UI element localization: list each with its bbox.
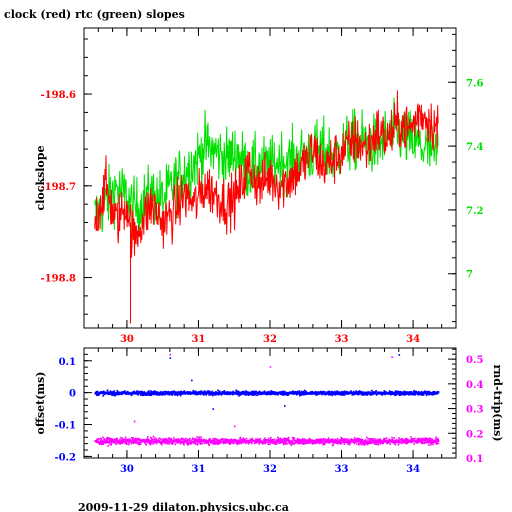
top-y2-tick-label: 7.2 bbox=[466, 206, 483, 217]
bottom-y2-tick-label: 0.4 bbox=[466, 380, 483, 391]
bottom-y-tick-label: -0.2 bbox=[54, 452, 76, 463]
top-axes: 30 31 32 33 34 -198.6 -198.7 -198.8 7.6 7.4 7.2 7 bbox=[41, 28, 483, 345]
clock-slope-line bbox=[94, 90, 439, 258]
bottom-y2-tick-label: 0.2 bbox=[466, 429, 483, 440]
bottom-y2-tick-label: 0.5 bbox=[466, 355, 483, 366]
top-x-tick-label: 32 bbox=[263, 334, 277, 345]
footer-text: 2009-11-29 dilaton.physics.ubc.ca bbox=[78, 501, 289, 512]
rtc-slope-line bbox=[94, 97, 439, 240]
top-y-tick-label: -198.6 bbox=[41, 90, 77, 101]
top-plot-area bbox=[94, 90, 439, 324]
bottom-x-tick-label: 31 bbox=[192, 464, 206, 475]
top-y-axis-label: clockslope bbox=[34, 146, 47, 211]
bottom-y2-axis-label: rnd-trip(ms) bbox=[491, 364, 504, 441]
top-x-tick-label: 30 bbox=[120, 334, 134, 345]
top-x-tick-label: 33 bbox=[335, 334, 349, 345]
top-y-tick-label: -198.8 bbox=[41, 274, 77, 285]
bottom-y-axis-label: offset(ms) bbox=[34, 372, 47, 435]
bottom-x-tick-label: 30 bbox=[120, 464, 134, 475]
bottom-x-tick-label: 34 bbox=[406, 464, 420, 475]
top-y2-tick-label: 7.4 bbox=[466, 142, 483, 153]
bottom-y2-tick-label: 0.3 bbox=[466, 405, 483, 416]
top-x-tick-label: 34 bbox=[406, 334, 420, 345]
bottom-y-tick-label: 0.1 bbox=[59, 357, 76, 368]
bottom-plot-area bbox=[94, 353, 440, 447]
bottom-x-tick-label: 33 bbox=[335, 464, 349, 475]
offset-points bbox=[94, 354, 440, 410]
chart-title: clock (red) rtc (green) slopes bbox=[4, 8, 185, 21]
bottom-x-tick-label: 32 bbox=[263, 464, 277, 475]
top-y-tick-label: -198.7 bbox=[41, 182, 77, 193]
top-y2-tick-label: 7.6 bbox=[466, 78, 483, 89]
bottom-y-tick-label: -0.1 bbox=[54, 421, 76, 432]
bottom-axes: 30 31 32 33 34 0.1 0 -0.1 -0.2 0.5 0.4 0.3 0.2 0.1 bbox=[54, 347, 483, 475]
bottom-y2-tick-label: 0.1 bbox=[466, 454, 483, 465]
top-x-tick-label: 31 bbox=[192, 334, 206, 345]
round-trip-points bbox=[94, 353, 440, 447]
bottom-y-tick-label: 0 bbox=[69, 389, 76, 400]
top-y2-tick-label: 7 bbox=[466, 270, 473, 281]
